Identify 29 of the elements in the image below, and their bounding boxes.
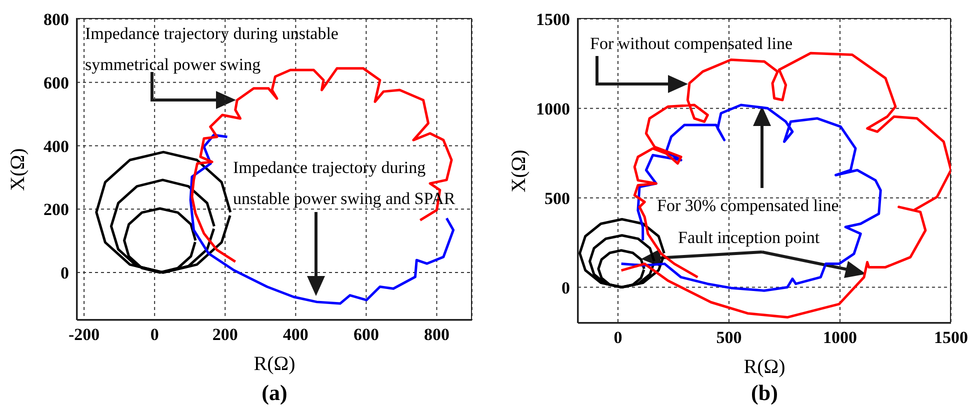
y-tick-label: 800 [44,10,69,30]
annotation: Impedance trajectory during unstable symmetrical power swing [85,23,340,76]
y-tick-label: 600 [44,73,69,92]
y-tick-label: 200 [44,200,69,220]
y-axis-title: X(Ω) [508,150,530,192]
x-tick-label: 0 [614,328,622,348]
x-tick-label: 400 [282,325,308,344]
y-tick-label: 1000 [536,99,570,118]
y-tick-label: 0 [562,278,570,298]
annotation: For 30% compensated line [657,195,840,217]
annotation: Fault inception point [678,227,821,249]
y-axis-title: X(Ω) [7,148,29,191]
x-tick-label: -200 [68,325,100,344]
x-tick-label: 600 [353,325,379,344]
x-tick-label: 500 [716,328,742,348]
text: (a) [260,380,288,406]
x-tick-label: 200 [212,325,238,344]
x-tick-label: 0 [150,325,159,344]
annotation: For without compensated line [590,33,794,55]
x-tick-label: 1500 [934,328,968,348]
x-axis-title: R(Ω) [254,353,296,375]
x-tick-label: 1000 [822,328,857,348]
y-tick-label: 400 [44,136,69,156]
y-tick-label: 500 [544,188,570,208]
y-tick-label: 0 [60,264,69,283]
x-tick-label: 800 [424,325,450,344]
x-axis-title: R(Ω) [744,356,786,378]
text: (b) [750,380,779,406]
y-tick-label: 1500 [536,10,570,30]
